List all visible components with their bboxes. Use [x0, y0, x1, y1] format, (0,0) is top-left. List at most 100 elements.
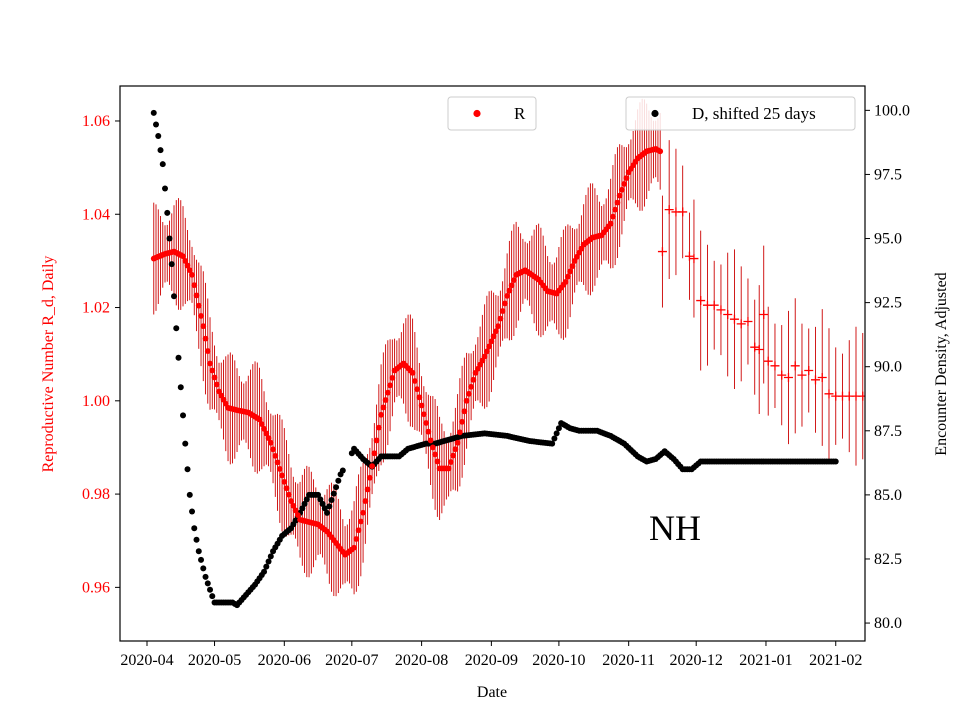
y-right-tick-label: 80.0 — [874, 615, 902, 632]
r-point — [360, 509, 366, 516]
r-point — [202, 335, 209, 342]
r-projected-point — [678, 207, 688, 217]
r-point — [186, 267, 193, 274]
r-point — [180, 253, 186, 260]
r-point — [459, 418, 466, 425]
d-point — [186, 491, 193, 498]
x-tick-label: 2020-07 — [325, 652, 378, 669]
d-point — [348, 450, 355, 457]
r-projected-point — [750, 342, 760, 352]
r-projected-layer — [657, 205, 865, 401]
d-point — [207, 586, 214, 593]
r-point — [191, 282, 198, 289]
d-point — [198, 556, 205, 563]
r-projected-point — [810, 375, 820, 385]
r-point — [465, 390, 472, 397]
d-point — [168, 261, 175, 268]
d-point — [330, 490, 337, 497]
x-tick-label: 2020-12 — [670, 652, 723, 669]
r-point — [189, 271, 195, 278]
r-point — [414, 386, 420, 393]
r-point — [288, 498, 294, 504]
d-point — [171, 293, 178, 300]
r-point — [267, 439, 274, 446]
d-point — [189, 508, 196, 515]
r-point — [468, 383, 475, 390]
r-point — [569, 263, 576, 270]
r-point — [373, 437, 380, 444]
r-projected-point — [777, 370, 787, 380]
r-point — [411, 378, 418, 384]
r-projected-point — [657, 247, 667, 257]
r-point — [567, 268, 574, 275]
d-point — [195, 548, 202, 555]
d-point — [184, 466, 191, 473]
r-point — [423, 420, 430, 426]
r-point — [353, 536, 360, 542]
r-point — [193, 292, 200, 299]
plot-area — [120, 86, 865, 641]
r-projected-point — [754, 345, 764, 355]
d-point — [267, 553, 274, 560]
d-point — [204, 580, 211, 587]
r-point — [452, 446, 459, 453]
r-point — [272, 452, 279, 459]
d-point — [265, 558, 272, 565]
x-tick-label: 2020-11 — [602, 652, 655, 669]
d-point — [335, 477, 342, 484]
r-point — [207, 360, 213, 367]
y-right-tick-label: 82.5 — [874, 551, 902, 568]
r-point — [610, 213, 616, 220]
r-projected-point — [817, 372, 827, 382]
x-tick-label: 2020-09 — [465, 652, 518, 669]
r-point — [357, 518, 364, 525]
d-point — [166, 235, 173, 242]
r-point — [279, 472, 285, 479]
d-point — [173, 325, 180, 332]
y-right-tick-label: 92.5 — [874, 295, 902, 312]
r-point — [285, 491, 292, 498]
r-point — [380, 404, 387, 411]
d-point — [182, 440, 189, 447]
r-point — [409, 369, 416, 376]
y-right-tick-label: 85.0 — [874, 487, 902, 504]
r-point — [420, 411, 427, 418]
d-point — [155, 132, 162, 139]
r-point — [294, 512, 301, 518]
legend-r-label: R — [514, 104, 526, 123]
legend-d-box — [625, 96, 856, 131]
r-point — [445, 465, 452, 472]
r-point — [425, 428, 432, 435]
r-point — [499, 308, 506, 314]
d-point — [175, 354, 182, 361]
r-point — [276, 466, 283, 472]
d-point — [551, 435, 558, 442]
d-point — [299, 505, 306, 512]
d-point — [150, 109, 157, 116]
d-point — [261, 568, 268, 575]
r-point — [274, 459, 281, 466]
d-point — [832, 458, 839, 465]
x-tick-label: 2020-10 — [532, 652, 585, 669]
r-point — [450, 452, 457, 459]
x-tick-label: 2020-08 — [395, 652, 448, 669]
r-point — [447, 459, 454, 465]
r-point — [261, 425, 267, 432]
d-point — [333, 484, 340, 491]
y-right-tick-label: 95.0 — [874, 231, 902, 248]
r-point — [290, 502, 297, 509]
d-point — [321, 505, 328, 512]
r-point — [619, 186, 625, 193]
d-point — [164, 209, 171, 216]
r-projected-point — [684, 251, 694, 261]
r-series-layer — [150, 146, 664, 558]
d-point — [263, 563, 270, 570]
x-axis: 2020-04 2020-05 2020-06 2020-07 2020-08 2020-… — [120, 641, 862, 669]
r-point — [490, 333, 497, 340]
r-point — [387, 382, 393, 389]
legend-r: R — [447, 96, 537, 131]
d-point — [159, 161, 166, 168]
r-projected-point — [783, 372, 793, 382]
y-left-tick-label: 0.98 — [82, 486, 110, 503]
r-point — [614, 199, 621, 206]
